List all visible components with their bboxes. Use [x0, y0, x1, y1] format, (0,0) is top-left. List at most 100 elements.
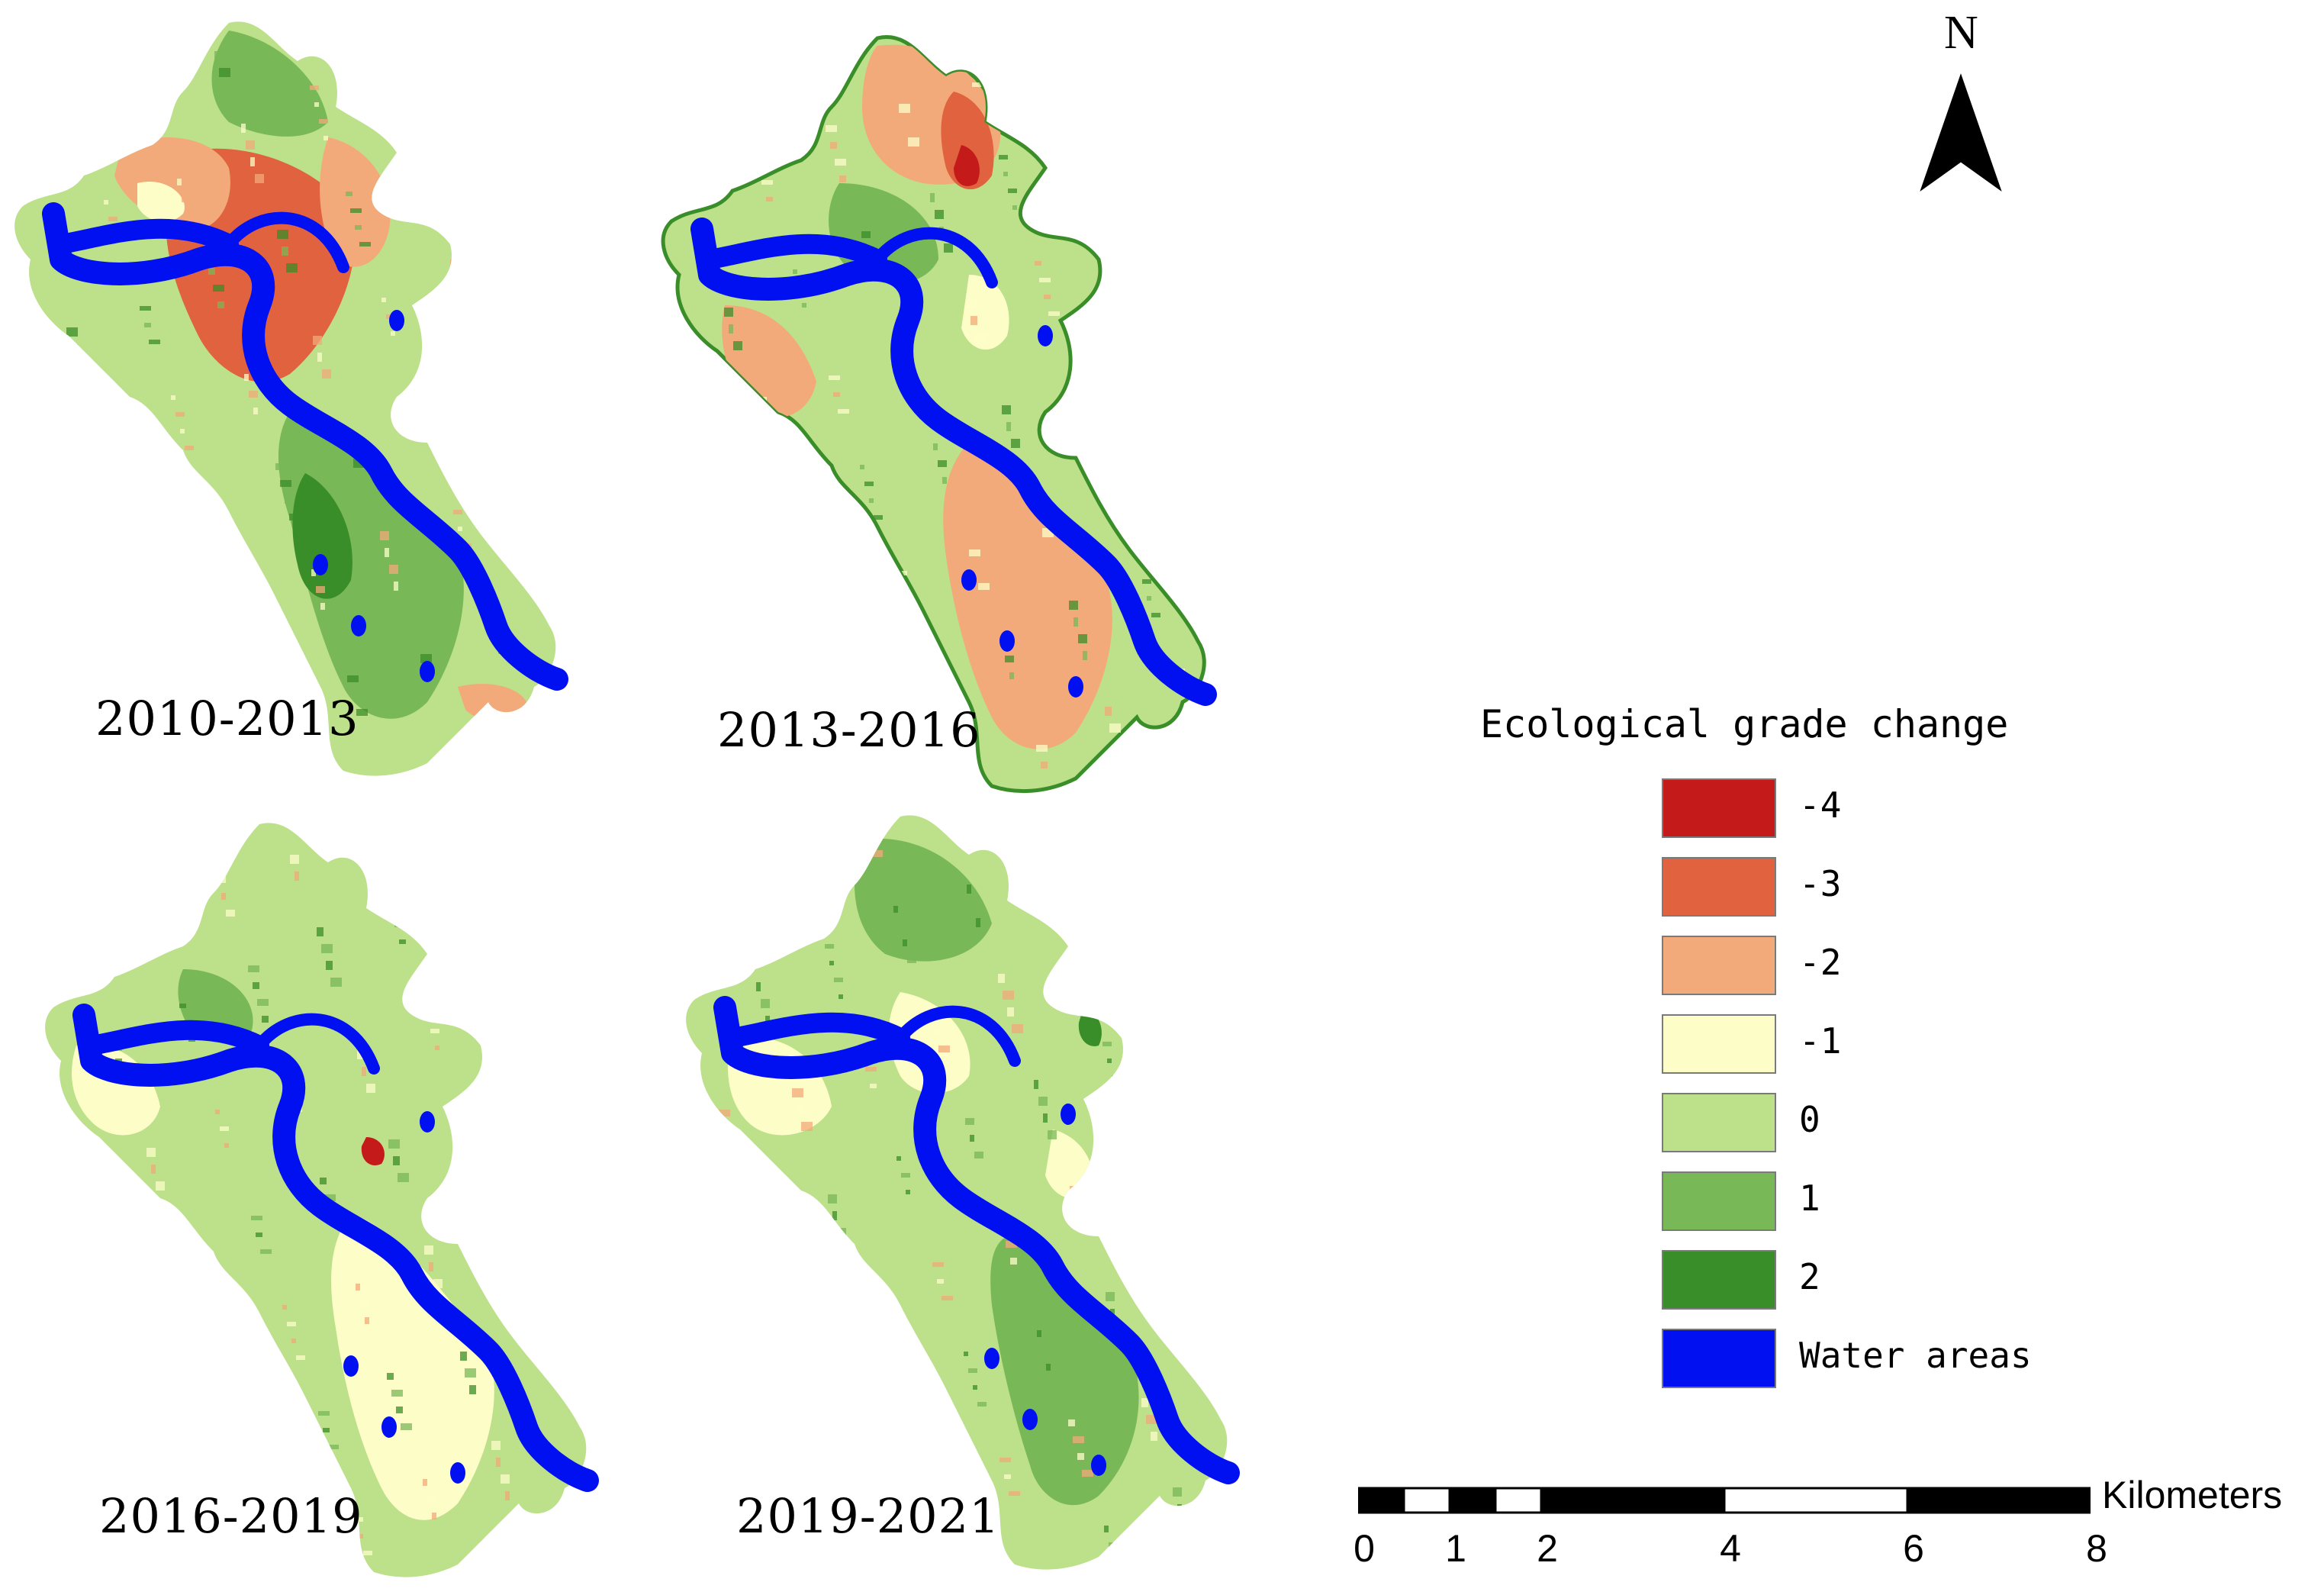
- grade-speck: [466, 1135, 473, 1139]
- grade-speck: [141, 72, 148, 79]
- grade-speck: [696, 469, 703, 475]
- grade-patch: [990, 1236, 1139, 1506]
- grade-speck: [81, 1436, 85, 1441]
- river-water: [42, 202, 568, 691]
- grade-speck: [531, 505, 536, 512]
- grade-speck: [726, 1377, 733, 1381]
- grade-speck: [1079, 1220, 1090, 1229]
- grade-speck: [1044, 295, 1051, 299]
- grade-speck: [729, 324, 733, 334]
- grade-speck: [461, 60, 465, 69]
- grade-speck: [865, 1067, 877, 1071]
- grade-speck: [213, 285, 224, 292]
- grade-speck: [1180, 452, 1191, 459]
- grade-speck: [1080, 401, 1084, 405]
- grade-speck: [900, 1406, 904, 1416]
- grade-speck: [277, 230, 288, 239]
- grade-speck: [1037, 1330, 1041, 1337]
- legend-swatch: [1662, 857, 1776, 917]
- grade-speck: [694, 702, 706, 707]
- grade-speck: [1181, 218, 1188, 227]
- grade-speck: [317, 353, 322, 362]
- scale-unit: Kilometers: [2102, 1474, 2283, 1516]
- legend-swatch: [1662, 778, 1776, 838]
- grade-speck: [530, 1080, 537, 1087]
- grade-speck: [76, 361, 87, 370]
- grade-speck: [796, 520, 800, 529]
- river-water: [82, 1020, 269, 1055]
- grade-speck: [967, 884, 971, 894]
- grade-speck: [1177, 1504, 1182, 1513]
- legend: Ecological grade change -4 -3 -2 -1 0 1 …: [1480, 702, 2106, 1389]
- grade-speck: [893, 906, 898, 913]
- grade-speck: [977, 1402, 987, 1406]
- grade-speck: [457, 1101, 464, 1106]
- pond-water: [351, 615, 366, 636]
- grade-speck: [419, 170, 426, 177]
- grade-speck: [143, 556, 154, 566]
- grade-patch: [941, 92, 994, 190]
- grade-speck: [934, 1029, 941, 1036]
- grade-speck: [107, 450, 111, 459]
- grade-speck: [864, 1300, 871, 1310]
- scale-tick-label: 0: [1354, 1527, 1375, 1570]
- grade-speck: [1071, 952, 1078, 957]
- grade-speck: [356, 709, 368, 716]
- grade-speck: [899, 104, 910, 113]
- grade-speck: [146, 1148, 156, 1157]
- grade-speck: [974, 566, 980, 573]
- legend-swatch: [1662, 1093, 1776, 1152]
- grade-speck: [388, 1139, 400, 1149]
- grade-speck: [207, 501, 218, 506]
- grade-speck: [359, 1534, 363, 1539]
- grade-speck: [392, 98, 401, 105]
- grade-speck: [1182, 1521, 1191, 1530]
- grade-speck: [69, 578, 81, 585]
- grade-speck: [172, 162, 182, 169]
- pond-water: [999, 630, 1015, 652]
- grade-speck: [252, 641, 261, 646]
- grade-speck: [1109, 1542, 1118, 1549]
- grade-speck: [455, 276, 459, 283]
- river-water: [690, 218, 1217, 706]
- grade-speck: [831, 1445, 840, 1452]
- grade-speck: [1103, 223, 1115, 230]
- grade-speck: [1039, 278, 1051, 282]
- grade-speck: [726, 74, 730, 79]
- grade-speck: [157, 948, 162, 952]
- grade-speck: [462, 1118, 473, 1123]
- legend-swatch: [1662, 1171, 1776, 1231]
- grade-speck: [964, 1352, 968, 1356]
- grade-speck: [355, 225, 362, 230]
- oxbow-water: [223, 211, 349, 273]
- grade-speck: [428, 204, 435, 211]
- legend-item: Water areas: [1662, 1329, 2120, 1390]
- grade-speck: [243, 607, 252, 612]
- grade-speck: [422, 420, 429, 425]
- grade-speck: [1106, 1292, 1115, 1301]
- grade-speck: [223, 1377, 232, 1386]
- legend-item: -1: [1662, 1014, 2120, 1075]
- grade-patch: [320, 137, 391, 267]
- grade-speck: [71, 344, 78, 353]
- grade-speck: [721, 57, 730, 62]
- grade-speck: [974, 1152, 983, 1158]
- grade-speck: [731, 1394, 742, 1398]
- pond-water: [381, 1416, 397, 1438]
- grade-speck: [529, 739, 539, 743]
- grade-speck: [719, 1110, 730, 1116]
- grade-speck: [1179, 1271, 1188, 1275]
- grade-speck: [1043, 1113, 1048, 1123]
- grade-speck: [153, 931, 162, 936]
- grade-patch: [292, 473, 352, 599]
- grade-speck: [732, 575, 736, 582]
- grade-speck: [211, 518, 218, 523]
- pond-water: [389, 310, 404, 331]
- grade-speck: [493, 1207, 497, 1212]
- grade-speck: [460, 1352, 467, 1361]
- grade-speck: [1004, 1474, 1011, 1479]
- grade-speck: [723, 1126, 730, 1133]
- grade-speck: [1048, 1130, 1057, 1139]
- river-water: [700, 234, 887, 269]
- grade-speck: [216, 535, 227, 540]
